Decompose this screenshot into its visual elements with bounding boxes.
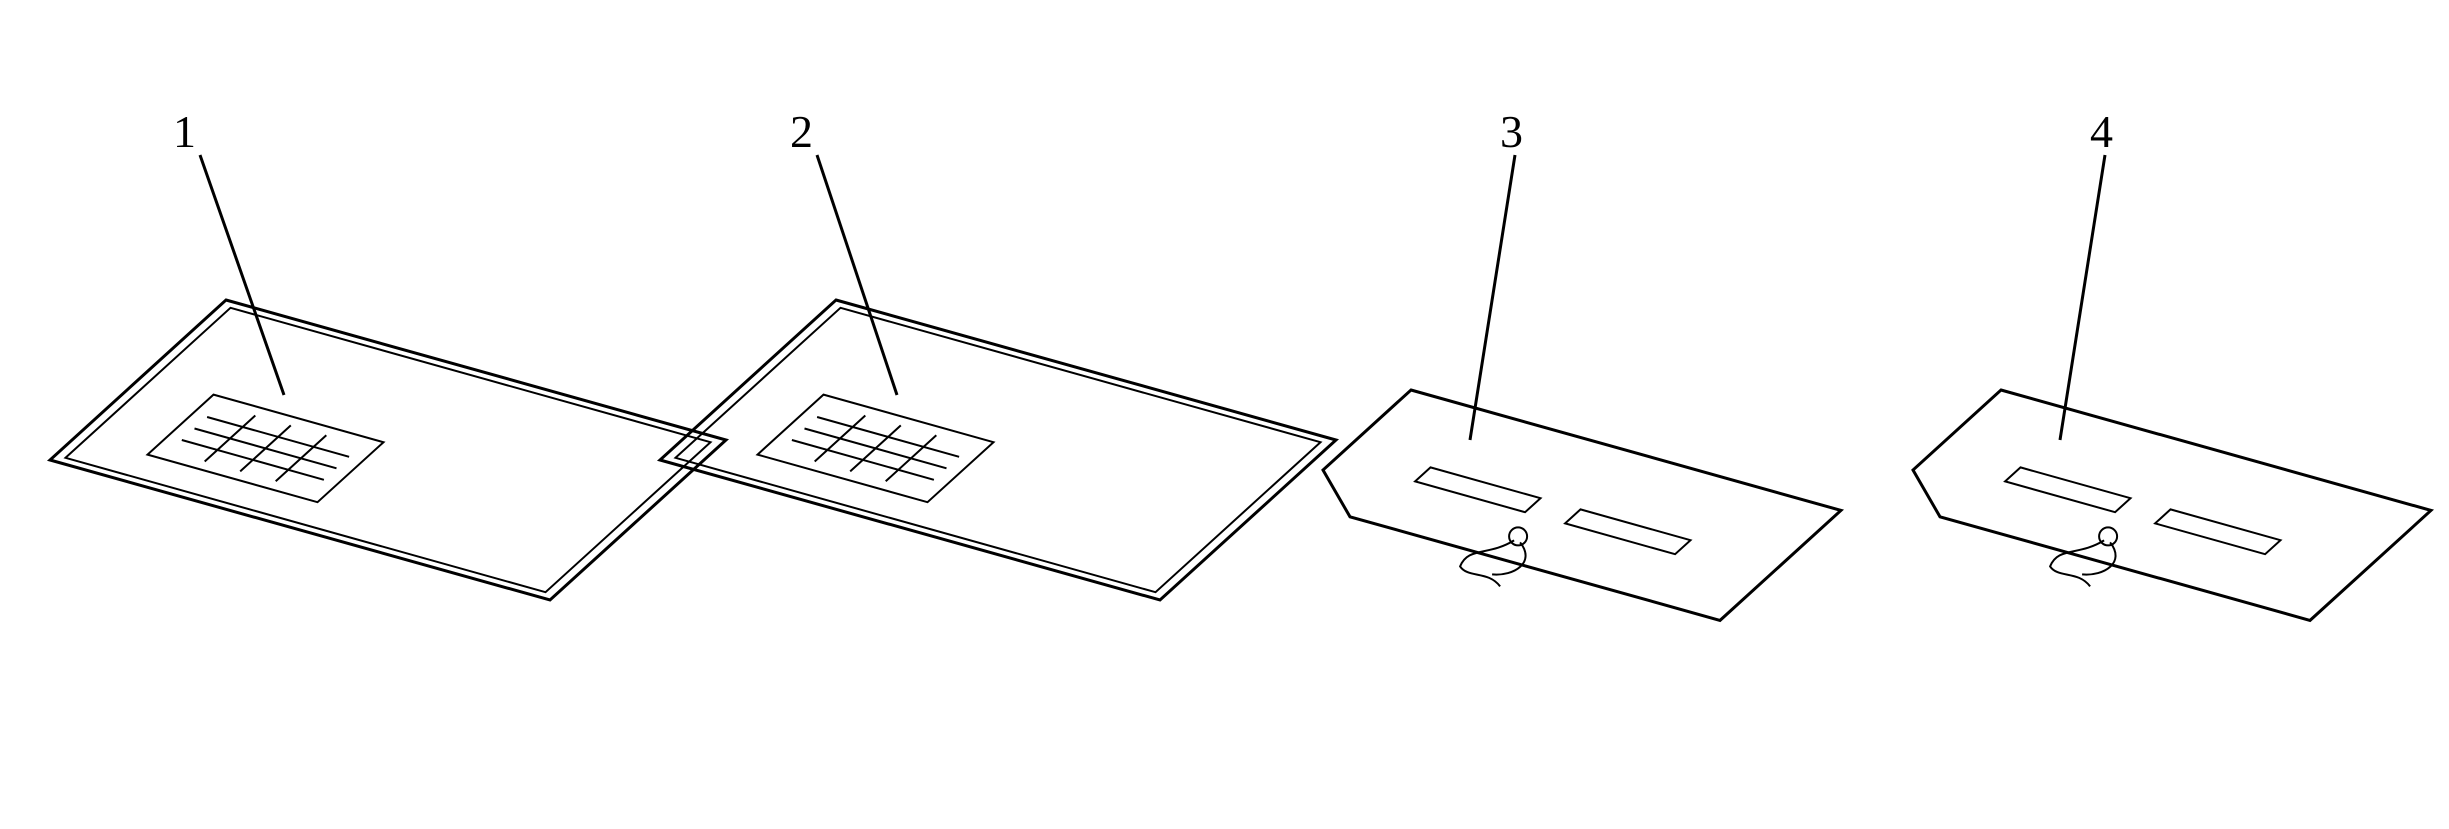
panel-label-1: 1	[173, 105, 196, 158]
diagram-stage	[0, 0, 2449, 829]
panel-label-3: 3	[1500, 105, 1523, 158]
panel-label-4: 4	[2090, 105, 2113, 158]
panel-label-2: 2	[790, 105, 813, 158]
